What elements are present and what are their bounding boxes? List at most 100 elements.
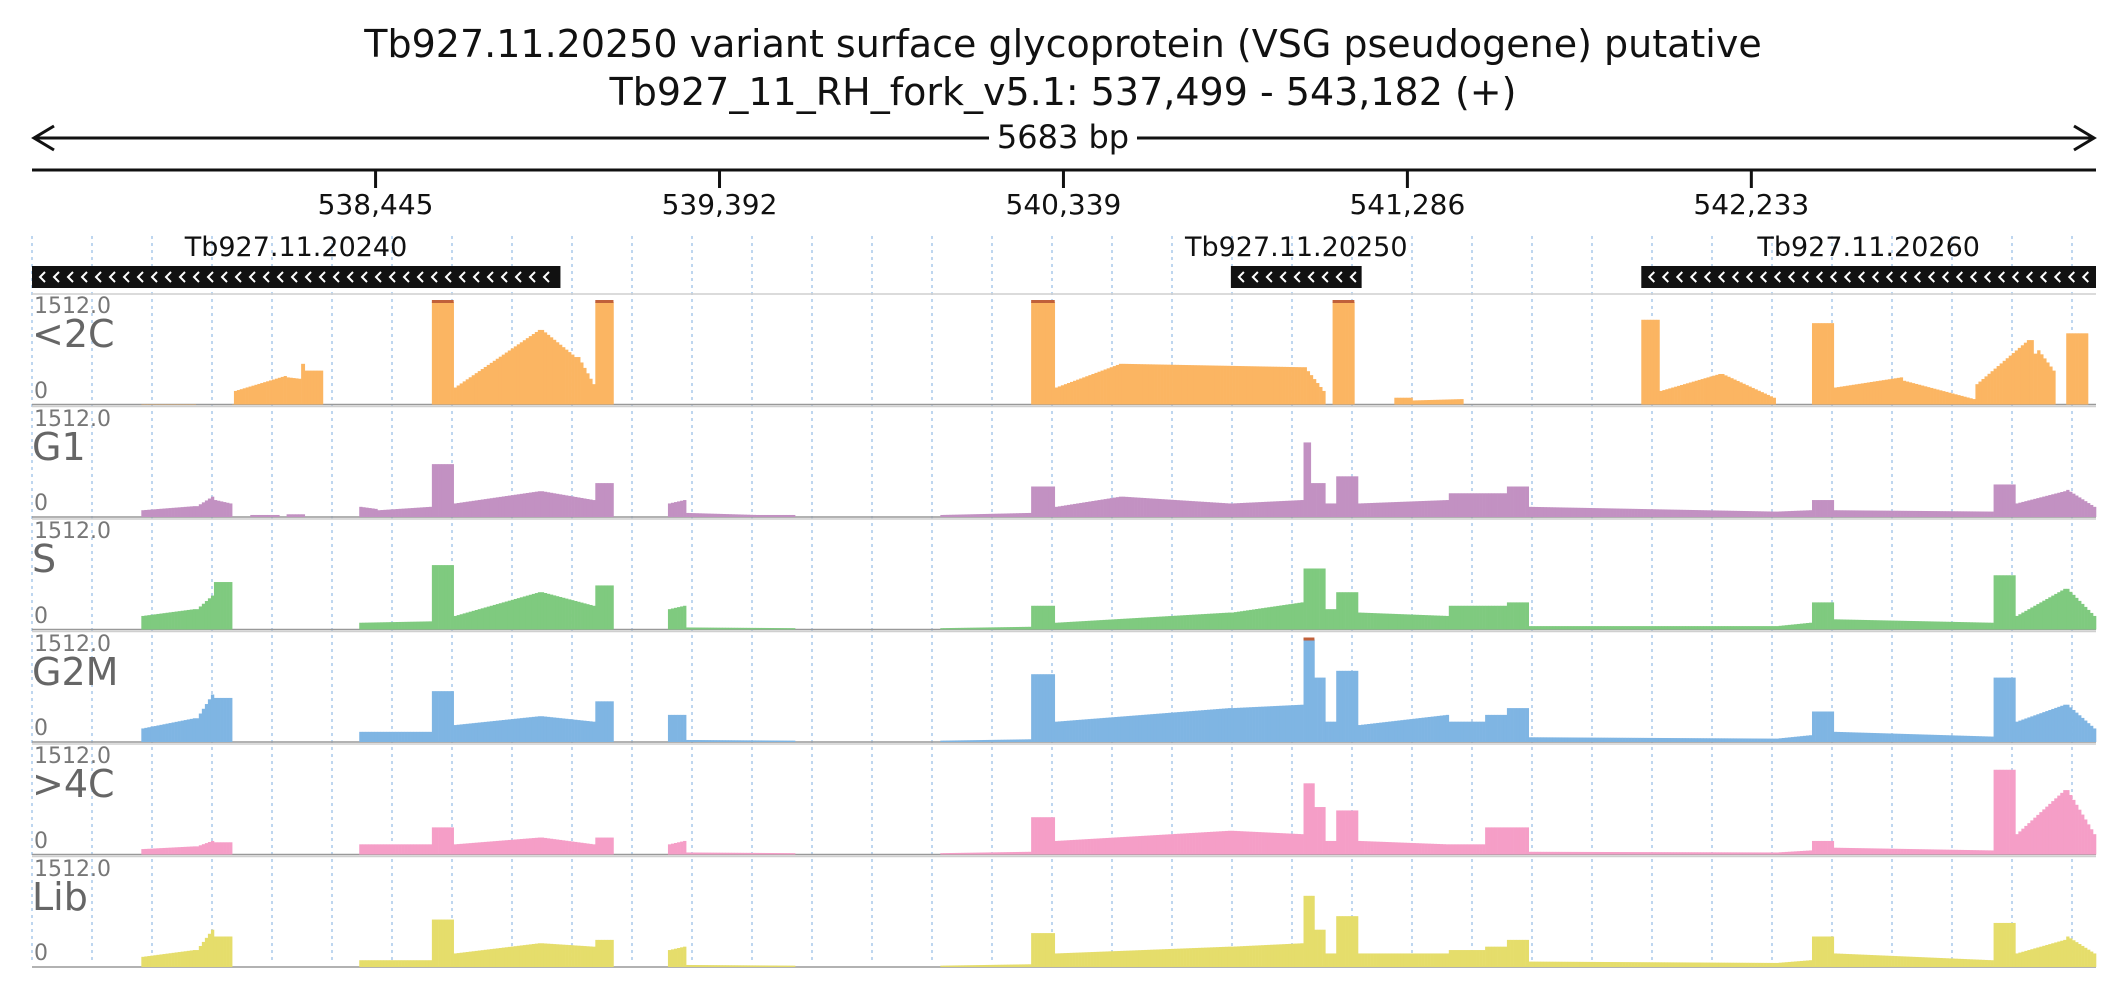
coverage-bar — [1540, 507, 1545, 517]
coverage-bar — [598, 939, 602, 967]
coverage-bar — [1930, 734, 1934, 742]
coverage-bar — [1358, 840, 1362, 855]
coverage-bar — [1691, 738, 1695, 742]
coverage-bar — [1727, 962, 1731, 967]
coverage-bar — [1668, 388, 1672, 405]
coverage-bar — [1494, 493, 1498, 517]
coverage-bar — [946, 740, 950, 742]
coverage-bar — [1436, 500, 1441, 517]
coverage-bar — [1212, 831, 1217, 855]
coverage-bar — [1622, 626, 1626, 630]
coverage-bar — [1637, 962, 1641, 967]
strand-chevron — [1293, 271, 1301, 283]
coverage-bar — [207, 842, 212, 855]
coverage-bar — [743, 627, 747, 630]
coverage-bar — [1748, 962, 1752, 967]
coverage-bar — [1006, 852, 1011, 855]
coverage-bar — [1215, 502, 1220, 517]
coverage-bar — [1085, 501, 1089, 517]
coverage-bar — [434, 302, 439, 405]
coverage-bar — [1201, 614, 1205, 630]
coverage-bar — [1637, 852, 1641, 855]
coverage-bar — [1733, 379, 1737, 405]
coverage-bar — [486, 721, 491, 742]
coverage-bar — [1319, 807, 1323, 855]
coverage-bar — [1367, 612, 1371, 630]
coverage-bar — [1466, 950, 1471, 967]
coverage-bar — [434, 827, 439, 855]
coverage-bar — [1424, 615, 1428, 630]
coverage-bar — [1087, 839, 1091, 855]
coverage-bar — [1097, 371, 1101, 405]
coverage-bar — [1694, 626, 1698, 630]
coverage-bar — [1070, 381, 1074, 405]
coverage-bar — [1582, 507, 1587, 517]
coverage-bar — [1473, 605, 1477, 630]
coverage-bar — [2042, 600, 2046, 630]
coverage-bar — [1579, 507, 1584, 517]
strand-chevron — [486, 271, 494, 283]
coverage-bar — [1567, 851, 1572, 855]
coverage-bar — [492, 720, 497, 742]
coverage-bar — [1939, 849, 1943, 855]
coverage-bar — [1463, 721, 1468, 742]
coverage-bar — [725, 965, 729, 967]
coverage-bar — [1799, 736, 1804, 742]
coverage-bar — [1634, 737, 1638, 742]
coverage-bar — [562, 494, 566, 517]
coverage-bar — [1891, 733, 1895, 742]
coverage-bar — [580, 720, 584, 742]
coverage-bar — [468, 843, 472, 855]
coverage-bar — [1354, 592, 1359, 630]
coverage-bar — [1391, 502, 1395, 517]
coverage-bar — [1778, 738, 1783, 742]
coverage-bar — [976, 740, 980, 742]
coverage-bar — [1680, 385, 1684, 405]
coverage-bar — [1879, 733, 1883, 742]
coverage-bar — [1685, 962, 1689, 967]
coverage-bar — [1273, 501, 1277, 517]
coverage-bar — [1348, 916, 1353, 967]
coverage-bar — [1273, 706, 1277, 742]
coverage-bar — [1821, 840, 1825, 855]
coverage-bar — [2036, 814, 2040, 855]
coverage-bar — [1358, 725, 1362, 742]
coverage-bar — [949, 965, 953, 967]
coverage-bar — [580, 842, 584, 855]
coverage-bar — [1382, 953, 1386, 967]
coverage-bar — [198, 606, 203, 630]
coverage-bar — [1613, 852, 1617, 855]
coverage-bar — [239, 389, 244, 405]
coverage-bar — [389, 731, 393, 742]
coverage-bar — [428, 844, 433, 855]
coverage-bar — [1207, 832, 1211, 855]
coverage-bar — [1309, 375, 1314, 405]
coverage-bar — [740, 740, 744, 742]
coverage-bar — [2081, 945, 2085, 967]
coverage-bar — [1760, 852, 1764, 855]
coverage-bar — [2033, 353, 2038, 405]
coverage-bar — [277, 377, 282, 405]
coverage-bar — [254, 384, 258, 405]
coverage-bar — [1664, 852, 1668, 855]
coverage-bar — [1469, 493, 1474, 517]
coverage-bar — [976, 627, 980, 630]
coverage-bar — [213, 500, 218, 517]
coverage-bar — [1543, 507, 1548, 517]
coverage-bar — [1145, 364, 1150, 405]
coverage-bar — [486, 498, 491, 517]
coverage-bar — [1549, 851, 1554, 855]
coverage-bar — [1715, 962, 1719, 967]
coverage-bar — [1476, 844, 1480, 855]
coverage-bar — [1670, 852, 1674, 855]
coverage-bar — [1174, 712, 1178, 742]
coverage-bar — [1311, 783, 1315, 855]
coverage-bar — [1291, 833, 1295, 855]
coverage-bar — [1522, 708, 1526, 742]
coverage-bar — [256, 514, 260, 517]
coverage-bar — [1673, 738, 1677, 742]
coverage-bar — [531, 334, 536, 405]
coverage-bar — [789, 853, 793, 855]
coverage-bar — [1364, 841, 1368, 855]
